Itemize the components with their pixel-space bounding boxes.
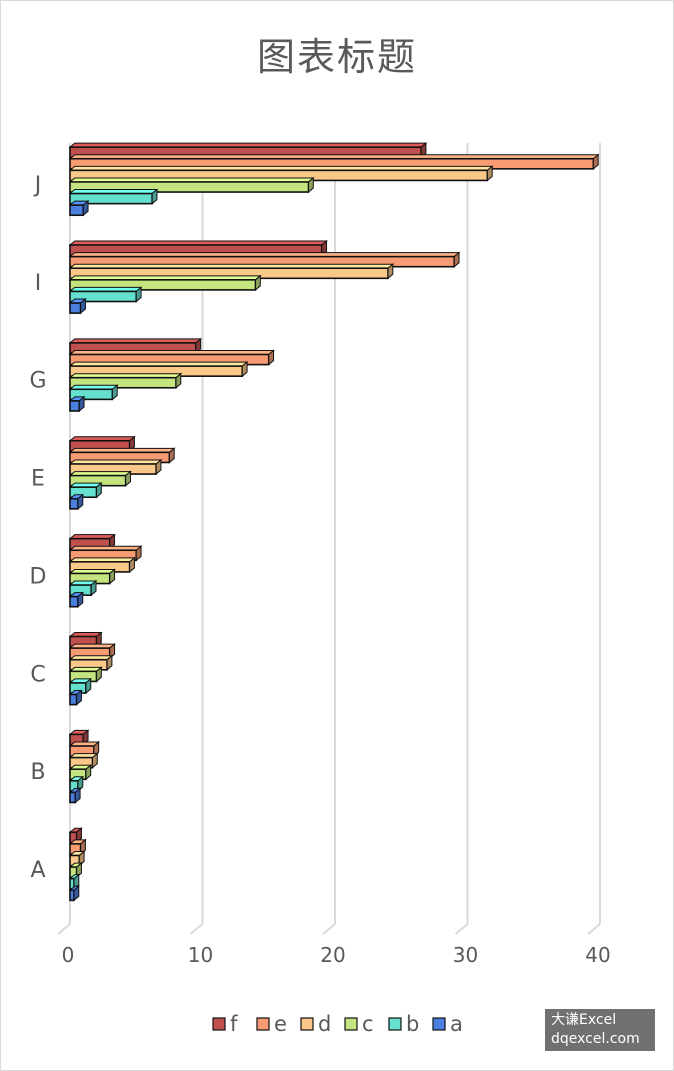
bar-side-a-I [80, 297, 86, 315]
category-label-G: G [29, 369, 46, 394]
x-tick-label: 10 [188, 943, 213, 967]
x-tick-label: 30 [453, 943, 478, 967]
legend-swatch-c [344, 1017, 358, 1031]
bar-side-f-G [195, 337, 202, 355]
bar-side-c-D [109, 568, 116, 585]
gridline-foot-30 [454, 923, 469, 935]
legend-swatch-f [212, 1017, 226, 1031]
bar-side-e-B [93, 740, 100, 758]
chart-title: 图表标题 [256, 35, 417, 79]
bar-side-d-A [78, 850, 85, 867]
legend-swatch-d [300, 1017, 314, 1031]
bar-side-e-D [135, 545, 142, 562]
bar-a-D [69, 595, 79, 608]
gridline-foot-10 [189, 923, 204, 935]
bar-side-a-A [73, 885, 80, 902]
legend-swatch-e [256, 1017, 270, 1031]
bar-a-A [69, 889, 75, 902]
category-label-C: C [30, 662, 45, 687]
x-tick-label: 0 [62, 943, 75, 967]
bar-side-c-G [175, 372, 182, 389]
gridline-foot-40 [587, 923, 601, 935]
bar-side-e-A [80, 838, 86, 856]
bar-side-f-D [109, 533, 116, 550]
bar-a-G [69, 400, 81, 412]
bar-side-b-G [111, 384, 118, 401]
gridline-foot-20 [322, 923, 336, 935]
bar-side-d-I [387, 263, 394, 280]
watermark-line2: dqexcel.com [551, 1031, 640, 1047]
legend-swatch-a [432, 1017, 446, 1031]
category-label-E: E [31, 467, 45, 492]
bar-side-b-B [77, 775, 84, 792]
legend-label-c: c [362, 1012, 374, 1036]
legend-label-b: b [406, 1012, 419, 1036]
bar-side-b-A [73, 873, 80, 890]
x-tick-label: 40 [585, 943, 610, 967]
bar-side-c-I [255, 274, 261, 291]
bar-a-B [69, 791, 77, 804]
bar-side-c-J [308, 176, 314, 194]
bar-a-I [69, 302, 82, 314]
legend-label-d: d [318, 1012, 331, 1036]
bar-side-f-I [321, 239, 328, 257]
category-label-I: I [35, 271, 42, 296]
bar-a-E [69, 497, 79, 510]
bar-a-J [69, 204, 85, 217]
category-label-B: B [30, 760, 45, 785]
legend-label-e: e [274, 1012, 287, 1036]
legend-swatch-b [388, 1017, 402, 1031]
bar-side-a-D [77, 591, 84, 608]
gridline-foot-0 [57, 923, 71, 935]
watermark-line1: 大谦Excel [551, 1012, 617, 1028]
bar-side-f-J [420, 142, 427, 159]
bar-side-b-I [135, 286, 142, 303]
watermark: 大谦Excel dqexcel.com [545, 1009, 655, 1051]
bar-a-C [69, 693, 78, 706]
bar-side-e-E [168, 447, 175, 464]
bar-side-e-J [592, 153, 599, 170]
bar-side-e-G [268, 349, 275, 366]
bar-side-d-D [129, 556, 135, 574]
bar-side-e-C [109, 643, 116, 660]
bar-side-a-C [76, 689, 82, 706]
category-label-J: J [33, 173, 42, 198]
bar-side-b-C [85, 677, 92, 695]
bar-side-a-E [77, 493, 84, 510]
legend-label-a: a [450, 1012, 463, 1036]
category-label-A: A [30, 858, 45, 883]
bar-side-d-E [155, 458, 162, 476]
bar-side-d-J [486, 165, 493, 182]
bar-side-b-D [90, 579, 97, 597]
bar-side-f-A [76, 827, 82, 844]
bar-side-b-E [96, 482, 102, 499]
bar-side-c-C [96, 666, 102, 683]
x-tick-label: 20 [320, 943, 345, 967]
bar-side-c-E [125, 470, 131, 487]
bar-side-f-B [82, 729, 89, 746]
bar-side-a-J [82, 200, 89, 217]
bar-side-e-I [453, 251, 460, 268]
bar-side-a-G [78, 395, 85, 413]
bar-side-d-B [92, 752, 98, 769]
bar-side-f-C [96, 631, 102, 648]
bar-side-b-J [151, 188, 158, 205]
legend-label-f: f [230, 1012, 238, 1036]
bar-side-c-A [76, 861, 82, 879]
bar-side-d-C [106, 654, 113, 671]
bar-side-a-B [74, 787, 81, 804]
category-label-D: D [30, 564, 47, 589]
bar-side-d-G [241, 361, 248, 378]
bar-side-f-E [129, 435, 135, 452]
bar-side-c-B [85, 764, 92, 781]
